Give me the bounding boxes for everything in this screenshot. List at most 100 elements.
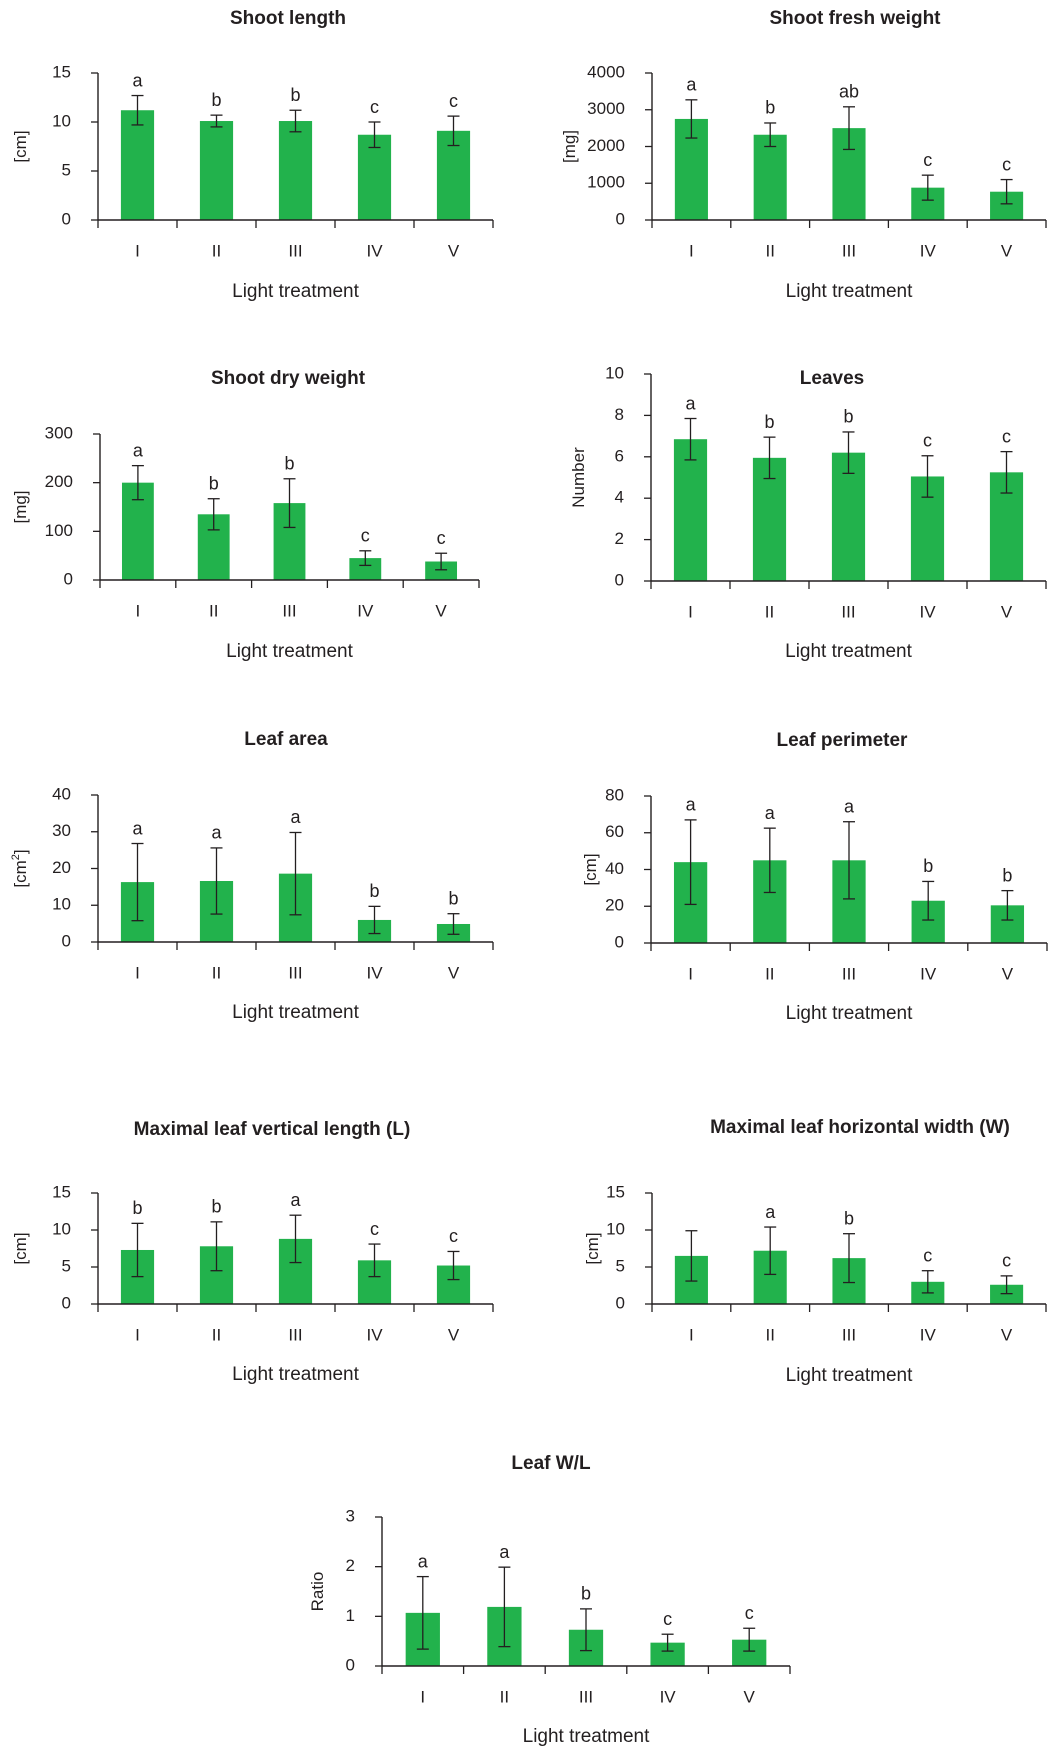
y-axis-label-main: [cm	[11, 860, 30, 887]
significance-letter: c	[370, 97, 379, 117]
bar-II	[199, 121, 234, 220]
y-tick-label: 10	[52, 111, 71, 130]
x-tick-label: I	[689, 1325, 694, 1344]
y-axis-label: [cm]	[581, 853, 600, 885]
x-tick-label: III	[842, 1325, 856, 1344]
significance-letter: b	[211, 1197, 221, 1217]
x-tick-label: V	[744, 1687, 756, 1706]
significance-letter: b	[209, 473, 219, 493]
x-tick-label: III	[282, 601, 296, 620]
significance-letter: b	[581, 1584, 591, 1604]
y-tick-label: 0	[62, 209, 71, 228]
significance-letter: a	[844, 796, 855, 816]
chart-panel-4: Leaves Number Light treatment a Ib II b III c IV c…	[569, 363, 1047, 662]
significance-letter: b	[211, 90, 221, 110]
y-axis-label: Ratio	[308, 1572, 327, 1612]
y-axis-label-main: [cm]	[11, 1232, 30, 1264]
chart-panel-2: Shoot fresh weight [mg] Light treatment a Ib…	[560, 8, 1047, 302]
bar-V	[990, 1284, 1024, 1304]
chart-title: Maximal leaf vertical length (L)	[134, 1119, 411, 1140]
significance-letter: c	[1002, 154, 1011, 174]
y-tick-label: 4	[615, 488, 624, 507]
significance-letter: c	[923, 150, 932, 170]
chart-title: Leaf perimeter	[777, 730, 909, 751]
significance-letter: b	[290, 85, 300, 105]
x-tick-label: I	[688, 964, 693, 983]
significance-letter: c	[923, 431, 932, 451]
significance-letter: b	[923, 856, 933, 876]
chart-panel-5: Leaf area [cm2] Light treatment a Ia II a III b I…	[10, 729, 494, 1023]
significance-letter: a	[686, 75, 697, 95]
x-tick-label: V	[1001, 1325, 1013, 1344]
x-axis-label: Light treatment	[226, 641, 353, 662]
significance-letter: b	[369, 881, 379, 901]
y-tick-label: 200	[45, 472, 73, 491]
y-tick-label: 10	[606, 1219, 625, 1238]
x-tick-label: II	[500, 1687, 509, 1706]
significance-letter: b	[844, 1208, 854, 1228]
x-tick-label: II	[212, 1325, 221, 1344]
significance-letter: a	[499, 1542, 510, 1562]
x-tick-label: IV	[660, 1687, 677, 1706]
x-tick-label: IV	[366, 241, 383, 260]
bar-III	[278, 121, 313, 220]
y-tick-label: 2	[615, 529, 624, 548]
y-tick-label: 3000	[587, 99, 625, 118]
significance-letter: c	[663, 1609, 672, 1629]
y-tick-label: 0	[346, 1655, 355, 1674]
x-tick-label: I	[135, 963, 140, 982]
y-tick-label: 6	[615, 446, 624, 465]
significance-letter: a	[290, 1190, 301, 1210]
y-tick-label: 100	[45, 521, 73, 540]
chart-title: Shoot dry weight	[211, 368, 366, 389]
significance-letter: c	[449, 1226, 458, 1246]
y-tick-label: 20	[52, 858, 71, 877]
y-tick-label: 20	[605, 896, 624, 915]
x-tick-label: I	[135, 241, 140, 260]
significance-letter: a	[132, 818, 143, 838]
y-axis-label-main: [mg]	[560, 130, 579, 163]
y-tick-label: 30	[52, 821, 71, 840]
x-tick-label: III	[288, 1325, 302, 1344]
y-tick-label: 80	[605, 785, 624, 804]
bar-I	[120, 110, 155, 220]
chart-panel-9: Leaf W/L Ratio Light treatment a Ia II b III c IV…	[308, 1453, 791, 1747]
x-tick-label: I	[135, 1325, 140, 1344]
significance-letter: b	[843, 407, 853, 427]
y-axis-label-main: Ratio	[308, 1572, 327, 1612]
x-tick-label: IV	[920, 964, 937, 983]
y-tick-label: 8	[615, 405, 624, 424]
chart-panel-7: Maximal leaf vertical length (L) [cm] Ligh…	[11, 1119, 494, 1385]
significance-letter: a	[132, 70, 143, 90]
x-tick-label: V	[448, 241, 460, 260]
y-axis-label-superscript: 2	[10, 854, 22, 860]
y-axis-label-main: [cm]	[11, 130, 30, 162]
significance-letter: c	[437, 528, 446, 548]
chart-panel-3: Shoot dry weight [mg] Light treatment a Ib II…	[11, 368, 480, 662]
significance-letter: b	[132, 1198, 142, 1218]
x-tick-label: II	[209, 601, 218, 620]
y-tick-label: 0	[62, 931, 71, 950]
x-tick-label: IV	[920, 241, 937, 260]
y-tick-label: 15	[52, 62, 71, 81]
chart-title: Leaves	[800, 368, 864, 389]
bar-IV	[349, 558, 382, 580]
y-axis-label-main: [mg]	[11, 490, 30, 523]
significance-letter: c	[1002, 426, 1011, 446]
y-axis-label-main: [cm]	[581, 853, 600, 885]
x-tick-label: III	[842, 241, 856, 260]
y-axis-label: [cm]	[11, 1232, 30, 1264]
bar-I	[673, 439, 708, 581]
chart-title: Maximal leaf horizontal width (W)	[710, 1117, 1010, 1138]
y-tick-label: 15	[606, 1182, 625, 1201]
y-tick-label: 10	[52, 1219, 71, 1238]
bar-IV	[650, 1642, 685, 1666]
x-tick-label: I	[689, 241, 694, 260]
x-tick-label: IV	[919, 602, 936, 621]
x-tick-label: V	[448, 1325, 460, 1344]
y-tick-label: 1000	[587, 173, 625, 192]
significance-letter: c	[361, 526, 370, 546]
x-axis-label: Light treatment	[786, 281, 913, 302]
x-tick-label: III	[841, 602, 855, 621]
y-axis-label-tail: ]	[11, 849, 30, 854]
